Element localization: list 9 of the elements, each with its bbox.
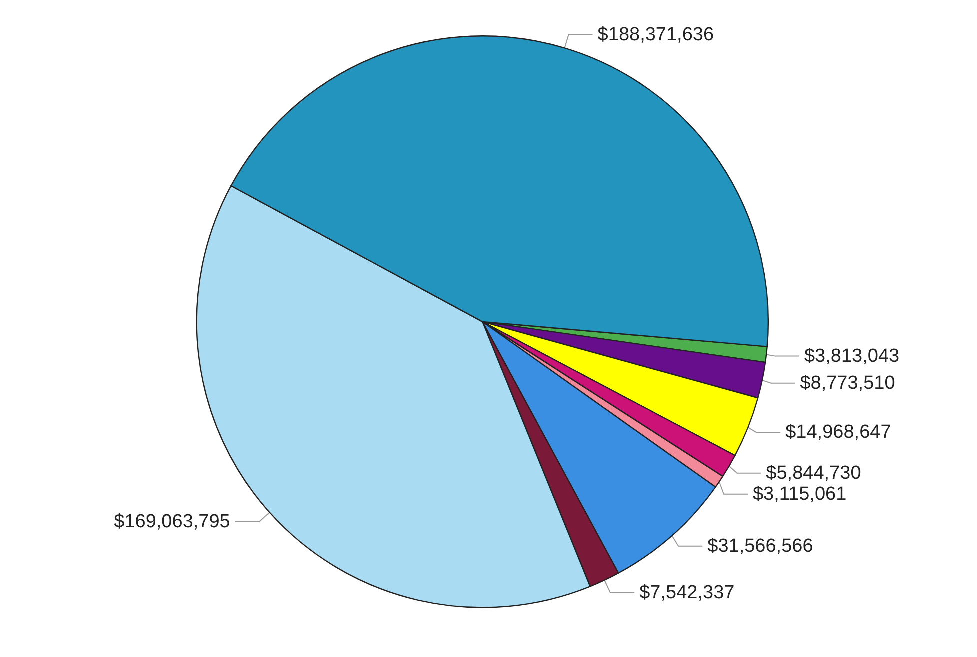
data-label: $5,844,730	[766, 462, 862, 484]
data-label: $169,063,795	[114, 512, 230, 532]
data-label: $3,813,043	[804, 346, 900, 367]
data-label: $31,566,566	[708, 536, 814, 557]
data-label: $188,371,636	[598, 24, 714, 46]
data-label: $3,115,061	[752, 484, 847, 505]
data-label: $14,968,647	[786, 422, 892, 444]
data-label: $7,542,337	[640, 582, 735, 604]
data-label: $8,773,510	[800, 372, 896, 394]
